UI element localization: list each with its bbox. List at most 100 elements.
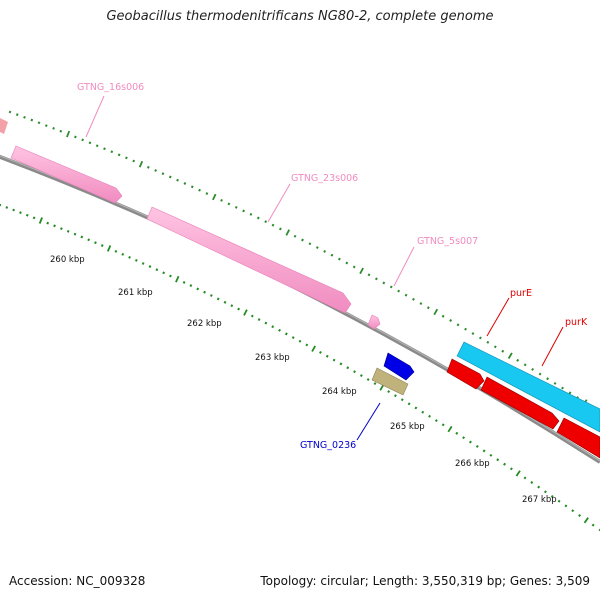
- rrna-feature-23s006[interactable]: [146, 206, 352, 314]
- major-tick: [212, 193, 217, 201]
- scale-label-266: 266 kbp: [455, 459, 490, 469]
- major-tick: [66, 130, 71, 138]
- minor-tick: [486, 340, 490, 344]
- minor-tick: [428, 414, 431, 418]
- scale-label-262: 262 kbp: [187, 319, 222, 329]
- minor-tick: [227, 202, 231, 206]
- leader-23s006: [267, 183, 291, 223]
- minor-tick: [23, 115, 26, 119]
- minor-tick: [543, 490, 547, 494]
- minor-tick: [264, 321, 268, 325]
- minor-tick: [315, 246, 319, 249]
- label-purK: purK: [565, 317, 588, 328]
- scale-label-260: 260 kbp: [50, 255, 85, 265]
- rrna-feature-5s007[interactable]: [367, 314, 381, 330]
- minor-tick: [25, 213, 29, 217]
- label-23s006: GTNG_23s006: [291, 173, 358, 184]
- scale-label-265: 265 kbp: [390, 422, 425, 432]
- minor-tick: [249, 212, 253, 216]
- major-tick: [433, 308, 439, 316]
- minor-tick: [359, 374, 363, 378]
- gene-cyan-feature[interactable]: [456, 341, 600, 433]
- minor-tick: [561, 386, 564, 390]
- scale-label-263: 263 kbp: [255, 353, 290, 363]
- minor-tick: [538, 372, 542, 376]
- minor-tick: [278, 328, 281, 332]
- minor-tick: [134, 258, 138, 262]
- minor-tick: [338, 257, 341, 261]
- minor-tick: [421, 410, 425, 414]
- upper-tick-ring: [8, 110, 600, 414]
- rrna-feature-partial[interactable]: [0, 117, 8, 134]
- minor-tick: [279, 227, 282, 231]
- gene-red-feature-1[interactable]: [446, 358, 485, 390]
- minor-tick: [234, 205, 238, 209]
- minor-tick: [568, 391, 572, 395]
- minor-tick: [121, 252, 125, 256]
- minor-tick: [496, 458, 500, 462]
- minor-tick: [95, 144, 99, 148]
- minor-tick: [523, 363, 527, 367]
- minor-tick: [455, 431, 459, 435]
- rrna-feature-16s006[interactable]: [10, 145, 123, 204]
- gene-blue-feature[interactable]: [383, 352, 415, 381]
- minor-tick: [5, 206, 9, 209]
- minor-tick: [242, 209, 245, 213]
- minor-tick: [216, 297, 220, 301]
- minor-tick: [161, 172, 165, 176]
- minor-tick: [412, 297, 415, 301]
- minor-tick: [230, 304, 234, 308]
- label-16s006: GTNG_16s006: [77, 82, 144, 93]
- minor-tick: [103, 147, 106, 151]
- minor-tick: [81, 138, 85, 142]
- minor-tick: [553, 381, 557, 385]
- minor-tick: [509, 467, 513, 471]
- minor-tick: [523, 476, 527, 480]
- minor-tick: [537, 485, 541, 489]
- minor-tick: [493, 345, 497, 349]
- minor-tick: [198, 188, 201, 192]
- minor-tick: [366, 378, 370, 382]
- minor-tick: [148, 265, 152, 269]
- minor-tick: [550, 495, 554, 498]
- minor-tick: [426, 306, 430, 310]
- scale-label-267: 267 kbp: [522, 495, 557, 505]
- minor-tick: [52, 127, 55, 130]
- major-tick: [311, 345, 316, 352]
- minor-tick: [154, 169, 158, 172]
- gene-red-feature-purK[interactable]: [556, 417, 600, 459]
- minor-tick: [44, 124, 48, 127]
- minor-tick: [60, 227, 63, 230]
- minor-tick: [564, 504, 568, 508]
- major-tick: [175, 275, 180, 283]
- minor-tick: [190, 185, 194, 189]
- minor-tick: [346, 366, 350, 370]
- major-tick: [507, 352, 513, 359]
- leader-purE: [486, 297, 510, 337]
- minor-tick: [271, 325, 275, 329]
- minor-tick: [434, 419, 438, 423]
- minor-tick: [591, 523, 595, 527]
- gene-feature-gtng-0236[interactable]: [371, 367, 409, 396]
- minor-tick: [469, 440, 472, 444]
- minor-tick: [117, 153, 121, 157]
- minor-tick: [478, 336, 482, 340]
- accession-text: Accession: NC_009328: [9, 574, 146, 588]
- minor-tick: [182, 280, 186, 284]
- minor-tick: [271, 223, 275, 227]
- minor-tick: [419, 302, 423, 305]
- minor-tick: [205, 192, 209, 196]
- minor-tick: [203, 290, 206, 294]
- minor-tick: [74, 135, 77, 139]
- minor-tick: [146, 165, 150, 169]
- minor-tick: [339, 362, 343, 366]
- scale-label-264: 264 kbp: [322, 387, 357, 397]
- minor-tick: [80, 235, 84, 239]
- gene-red-feature-purE[interactable]: [480, 376, 560, 430]
- minor-tick: [46, 221, 50, 225]
- minor-tick: [530, 481, 534, 484]
- map-title: Geobacillus thermodenitrificans NG80-2, …: [106, 9, 494, 24]
- minor-tick: [223, 300, 227, 304]
- minor-tick: [169, 274, 172, 278]
- minor-tick: [87, 238, 91, 242]
